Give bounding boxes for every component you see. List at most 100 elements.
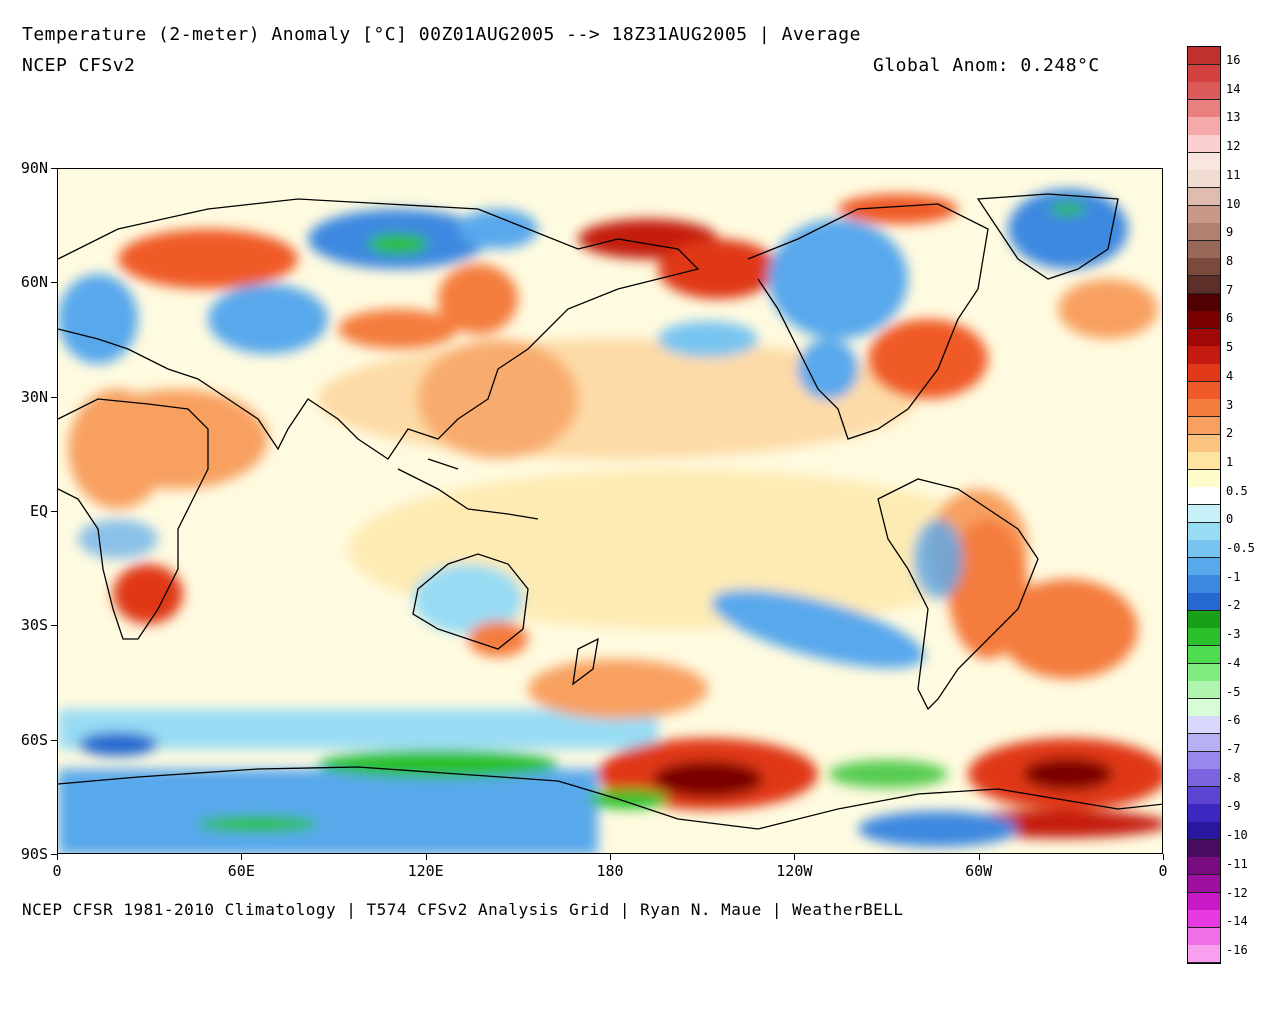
colorbar-label: 0 <box>1226 512 1234 527</box>
colorbar-label: -1 <box>1226 569 1241 584</box>
lat-lon-frame <box>58 193 1162 830</box>
lat-label-90s: 90S <box>20 845 48 863</box>
colorbar-label: -5 <box>1226 684 1241 699</box>
colorbar-swatch <box>1188 945 1220 964</box>
colorbar-swatch <box>1188 769 1220 788</box>
colorbar-swatch <box>1188 258 1220 277</box>
colorbar-swatch <box>1188 804 1220 823</box>
colorbar-label: 7 <box>1226 282 1234 297</box>
anomaly-field <box>58 189 1162 853</box>
coastline-antarctica <box>58 766 1162 830</box>
colorbar-label: 11 <box>1226 167 1241 182</box>
colorbar-swatch <box>1188 152 1220 171</box>
colorbar-swatch <box>1188 399 1220 418</box>
colorbar-label: 4 <box>1226 368 1234 383</box>
colorbar-swatch <box>1188 786 1220 805</box>
lon-tick <box>425 854 427 860</box>
colorbar-swatch <box>1188 593 1220 612</box>
colorbar-swatch <box>1188 487 1220 506</box>
colorbar-label: 16 <box>1226 53 1241 67</box>
colorbar-swatch <box>1188 452 1220 471</box>
lon-label-60e: 60E <box>227 862 255 880</box>
colorbar-label: 13 <box>1226 110 1241 125</box>
colorbar-swatch <box>1188 381 1220 400</box>
coastline-indonesia <box>397 458 539 520</box>
colorbar-swatch <box>1188 240 1220 259</box>
colorbar-label: -16 <box>1226 943 1248 957</box>
colorbar-label: 12 <box>1226 139 1241 154</box>
colorbar-label: 0.5 <box>1226 483 1248 498</box>
colorbar-label: 3 <box>1226 397 1234 412</box>
colorbar <box>1187 46 1221 964</box>
colorbar-label: 2 <box>1226 426 1234 441</box>
lat-label-90n: 90N <box>20 159 48 177</box>
colorbar-swatch <box>1188 575 1220 594</box>
colorbar-swatch <box>1188 205 1220 224</box>
lon-label-180: 180 <box>596 862 624 880</box>
colorbar-swatch <box>1188 135 1220 154</box>
lon-tick <box>610 854 611 860</box>
colorbar-swatch <box>1188 434 1220 453</box>
colorbar-swatch <box>1188 681 1220 700</box>
lat-label-60n: 60N <box>20 273 48 292</box>
anomaly-map <box>57 168 1163 854</box>
map-canvas <box>58 189 1162 853</box>
colorbar-swatch <box>1188 364 1220 383</box>
colorbar-label: -12 <box>1226 885 1248 900</box>
coastline-south-america <box>877 478 1039 711</box>
colorbar-swatch <box>1188 734 1220 753</box>
colorbar-swatch <box>1188 751 1220 770</box>
colorbar-swatch <box>1188 99 1220 118</box>
model-name: NCEP CFSv2 <box>22 55 136 76</box>
colorbar-swatch <box>1188 311 1220 330</box>
colorbar-swatch <box>1188 276 1220 295</box>
lon-label-120e: 120E <box>407 862 444 880</box>
colorbar-swatch <box>1188 628 1220 647</box>
lon-label-0: 0 <box>52 862 62 880</box>
colorbar-swatch <box>1188 346 1220 365</box>
colorbar-swatch <box>1188 47 1220 66</box>
colorbar-swatch <box>1188 293 1220 312</box>
colorbar-label: 8 <box>1226 253 1234 268</box>
colorbar-swatch <box>1188 927 1220 946</box>
lat-tick <box>51 854 57 855</box>
colorbar-swatch <box>1188 663 1220 682</box>
colorbar-label: -7 <box>1226 742 1241 757</box>
coastline-eurasia <box>58 198 700 460</box>
colorbar-swatch <box>1188 187 1220 207</box>
colorbar-swatch <box>1188 698 1220 717</box>
global-anomaly-readout: Global Anom: 0.248°C <box>873 55 1100 76</box>
colorbar-label: -0.5 <box>1226 541 1255 556</box>
colorbar-swatch <box>1188 64 1220 83</box>
lon-label-120w: 120W <box>776 862 813 880</box>
lat-tick <box>51 396 57 398</box>
colorbar-label: -3 <box>1226 627 1241 642</box>
lon-tick <box>978 854 980 860</box>
colorbar-label: 9 <box>1226 225 1234 240</box>
colorbar-label: 10 <box>1226 196 1241 211</box>
colorbar-swatch <box>1188 822 1220 841</box>
colorbar-swatch <box>1188 557 1220 576</box>
colorbar-label: 6 <box>1226 311 1234 326</box>
lat-tick <box>51 739 57 741</box>
lat-tick <box>51 625 57 627</box>
colorbar-label: -8 <box>1226 770 1241 785</box>
map-credits: NCEP CFSR 1981-2010 Climatology | T574 C… <box>22 900 904 919</box>
colorbar-label: -6 <box>1226 713 1241 728</box>
coastline-greenland <box>976 193 1119 280</box>
colorbar-label: 1 <box>1226 454 1234 469</box>
colorbar-swatch <box>1188 910 1220 929</box>
colorbar-label: -11 <box>1226 856 1248 871</box>
map-title: Temperature (2-meter) Anomaly [°C] 00Z01… <box>22 24 861 45</box>
colorbar-swatch <box>1188 892 1220 911</box>
colorbar-label: -9 <box>1226 799 1241 814</box>
colorbar-swatch <box>1188 505 1220 524</box>
lon-label-60w: 60W <box>965 862 993 880</box>
lat-label-30n: 30N <box>20 387 48 406</box>
colorbar-swatch <box>1188 328 1220 347</box>
lon-tick <box>794 854 796 860</box>
lat-label-30s: 30S <box>20 616 48 635</box>
colorbar-label: -4 <box>1226 655 1241 670</box>
lon-tick <box>57 854 58 860</box>
colorbar-swatch <box>1188 82 1220 101</box>
